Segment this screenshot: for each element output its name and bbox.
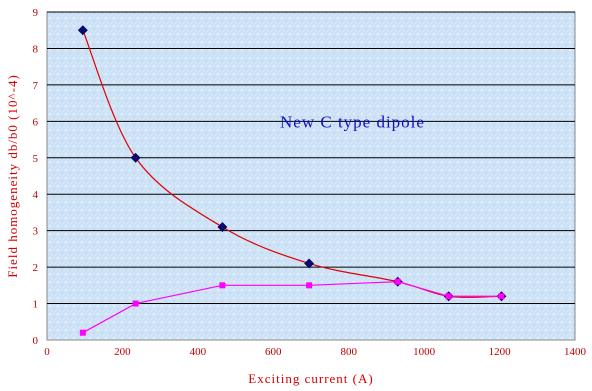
x-tick-label: 400: [190, 346, 207, 358]
x-tick-label: 1200: [489, 346, 512, 358]
x-tick-label: 800: [340, 346, 357, 358]
y-tick-label: 9: [33, 7, 39, 19]
data-point-square: [394, 278, 401, 285]
y-tick-label: 4: [33, 189, 39, 201]
annotation-label: New C type dipole: [280, 112, 425, 131]
x-tick-label: 1000: [413, 346, 436, 358]
y-tick-label: 5: [33, 153, 39, 165]
data-point-square: [306, 282, 313, 289]
y-tick-label: 0: [33, 335, 39, 347]
x-tick-label: 200: [114, 346, 131, 358]
y-tick-label: 6: [33, 116, 39, 128]
data-point-square: [79, 329, 86, 336]
y-tick-label: 1: [33, 299, 39, 311]
y-axis-ticks: 0 1 2 3 4 5 6 7 8 9: [33, 7, 39, 347]
y-axis-title: Field homogeneity db/b0 (10^-4): [5, 74, 20, 278]
data-point-diamond: [130, 152, 141, 163]
data-point-diamond: [77, 25, 88, 36]
plot-area: [46, 11, 576, 341]
y-tick-label: 8: [33, 43, 39, 55]
x-tick-label: 0: [44, 346, 50, 358]
data-point-diamond: [217, 222, 228, 232]
x-axis-title: Exciting current (A): [248, 371, 373, 386]
data-point-square: [219, 282, 226, 289]
y-tick-label: 3: [33, 226, 39, 238]
y-tick-label: 2: [33, 262, 39, 274]
data-point-diamond: [304, 258, 315, 269]
x-axis-ticks: 0 200 400 600 800 1000 1200 1400: [44, 346, 586, 358]
data-point-square: [445, 293, 452, 300]
x-tick-label: 1400: [564, 346, 587, 358]
data-point-square: [498, 293, 505, 300]
x-tick-label: 600: [265, 346, 282, 358]
series-2: [79, 278, 505, 336]
data-point-square: [132, 300, 139, 307]
y-tick-label: 7: [33, 80, 39, 92]
